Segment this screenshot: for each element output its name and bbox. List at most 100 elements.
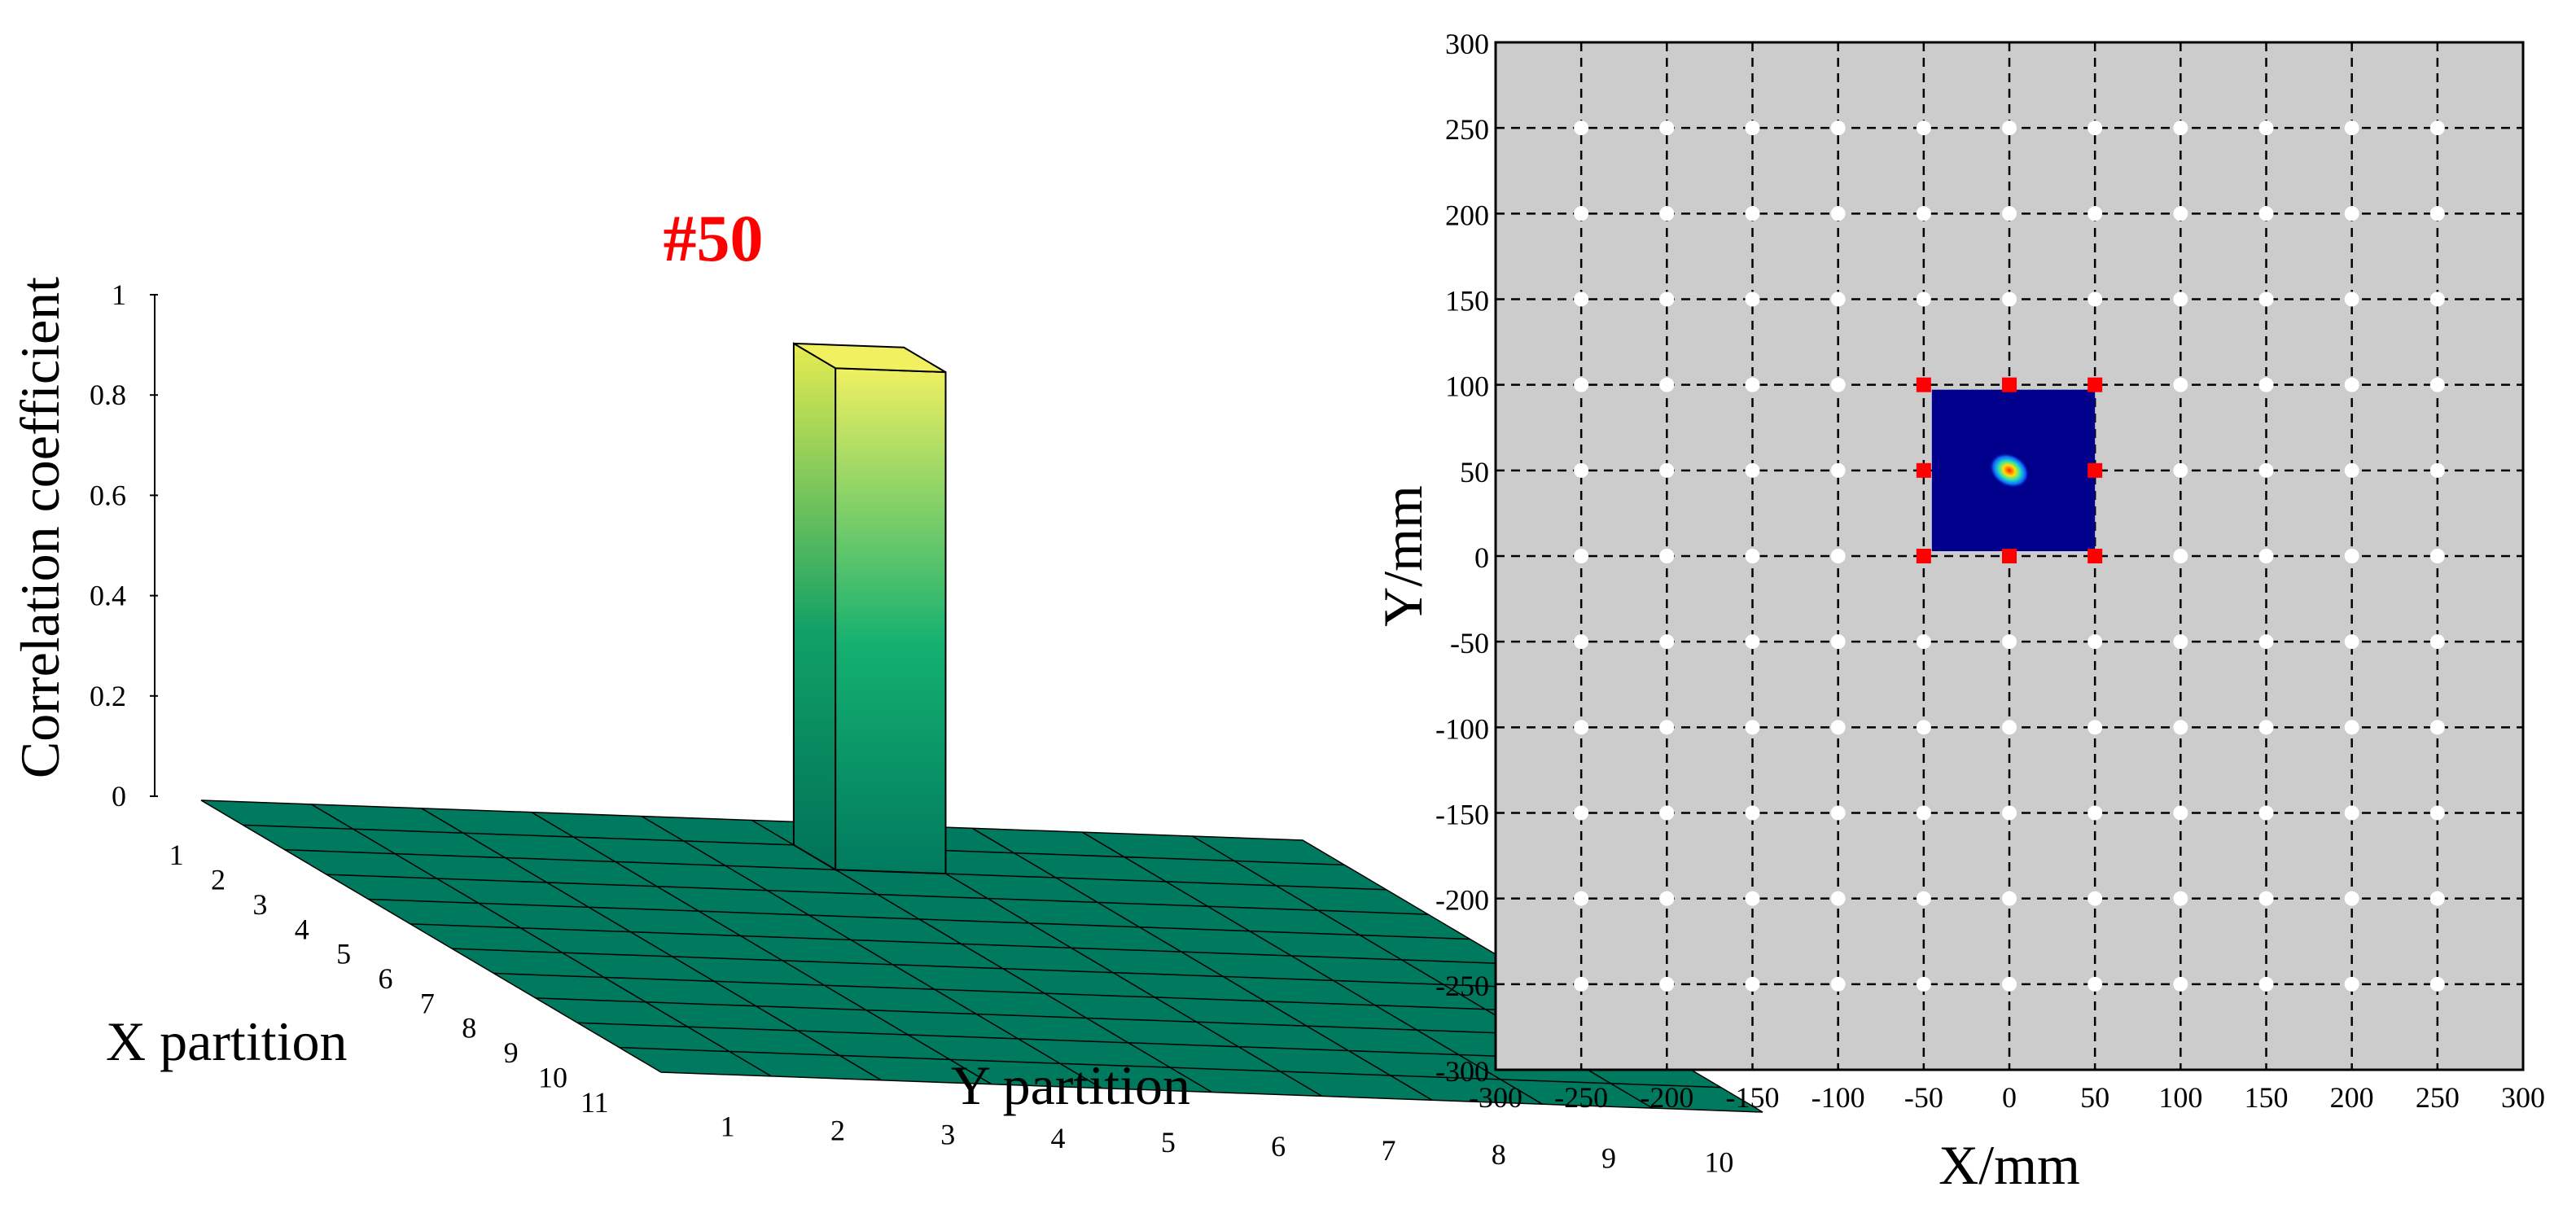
sensor-point [2344,291,2359,307]
sensor-point [1659,120,1675,136]
map-y-axis-label: Y/mm [1372,485,1434,627]
sensor-point [2088,891,2103,906]
sensor-point [2258,462,2274,478]
map-y-tick-label: 200 [1445,199,1489,231]
sensor-point [2429,206,2445,221]
sensor-point [2429,720,2445,735]
sensor-point [1574,377,1589,392]
sensor-point [2344,206,2359,221]
sensor-point [2429,634,2445,650]
bar3d-floor-grid [243,804,1721,1109]
sensor-point [2173,976,2188,992]
sensor-point [1574,634,1589,650]
x-tick-label: 11 [580,1086,609,1119]
sensor-map-y-ticks: 300 250 200 150 100 50 0 -50 -100 -150 -200 -250 -30… [1435,28,1489,1088]
map-y-tick-label: -50 [1450,627,1489,659]
map-y-tick-label: 250 [1445,113,1489,146]
map-x-tick-label: 200 [2330,1081,2374,1114]
x-tick-label: 2 [211,864,226,896]
sensor-point [2088,120,2103,136]
sensor-point [2173,120,2188,136]
sensor-point [1574,549,1589,563]
back-wall-grid-line [155,0,853,696]
sensor-point [2344,549,2359,563]
x-tick-label: 8 [462,1012,476,1045]
sensor-point [1916,720,1931,735]
highlight-point [1916,377,1931,392]
highlighted-sensor-points [1916,377,2103,563]
sensor-point [1830,377,1846,392]
sensor-point [2002,634,2017,650]
bar-top-face [793,342,947,374]
highlight-point [2002,549,2017,563]
x-tick-label: 6 [379,962,393,995]
floor-grid-line [421,808,882,1081]
map-y-tick-label: 50 [1460,456,1489,488]
sensor-point [1745,206,1760,221]
sensor-point [2258,206,2274,221]
floor-grid-line [641,815,1102,1089]
sensor-point [2258,549,2274,563]
sensor-point [2344,805,2359,821]
sensor-point [1830,976,1846,992]
floor-grid-line [1082,831,1543,1105]
sensor-point [2258,634,2274,650]
sensor-point [1659,377,1675,392]
map-y-tick-label: -150 [1435,799,1489,831]
sensor-point [1916,976,1931,992]
sensor-point [1745,891,1760,906]
y-tick-label: 5 [1161,1126,1176,1159]
sensor-point [2429,976,2445,992]
sensor-point [2344,120,2359,136]
sensor-point [2002,206,2017,221]
sensor-point [1745,805,1760,821]
sensor-point [1745,291,1760,307]
back-wall-grid-line [155,0,853,395]
floor-grid-line [971,827,1433,1101]
y-tick-label: 10 [1704,1146,1733,1179]
sensor-point [2173,891,2188,906]
sensor-map-frame [1494,41,2525,1071]
back-wall-grid-line [155,0,853,596]
sensor-point [1916,805,1931,821]
highlight-point [2088,462,2103,478]
sensor-point [1745,976,1760,992]
sensor-point [1916,120,1931,136]
sensor-point [2258,377,2274,392]
sensor-point [1916,291,1931,307]
map-x-tick-label: 0 [2002,1081,2017,1114]
map-x-tick-label: -200 [1640,1081,1693,1114]
map-y-tick-label: 0 [1474,541,1489,574]
sensor-point [1830,120,1846,136]
sensor-point [2088,805,2103,821]
sensor-point [2088,291,2103,307]
sensor-point [1574,291,1589,307]
map-x-tick-label: 50 [2080,1081,2109,1114]
sensor-point [1659,206,1675,221]
sensor-point [1574,206,1589,221]
sensor-map-x-ticks: -300 -250 -200 -150 -100 -50 0 50 100 150 200 250 30… [1469,1081,2545,1114]
sensor-point [2173,206,2188,221]
sensor-point [2002,120,2017,136]
sensor-point [1830,634,1846,650]
sensor-point [2173,720,2188,735]
y-tick-label: 9 [1601,1142,1616,1175]
sensor-point [2429,891,2445,906]
sensor-point [1659,720,1675,735]
x-tick-label: 1 [169,839,184,871]
map-x-tick-label: 150 [2245,1081,2289,1114]
z-tick-label: 1 [112,278,126,311]
map-x-tick-label: 250 [2416,1081,2460,1114]
y-tick-label: 1 [721,1110,735,1142]
y-tick-label: 3 [940,1118,955,1150]
highlight-point [2002,377,2017,392]
sensor-point [1574,462,1589,478]
x-tick-label: 7 [420,987,435,1019]
sensor-point [1574,720,1589,735]
map-y-tick-label: -100 [1435,712,1489,745]
sensor-point [1745,377,1760,392]
sensor-point [1659,462,1675,478]
